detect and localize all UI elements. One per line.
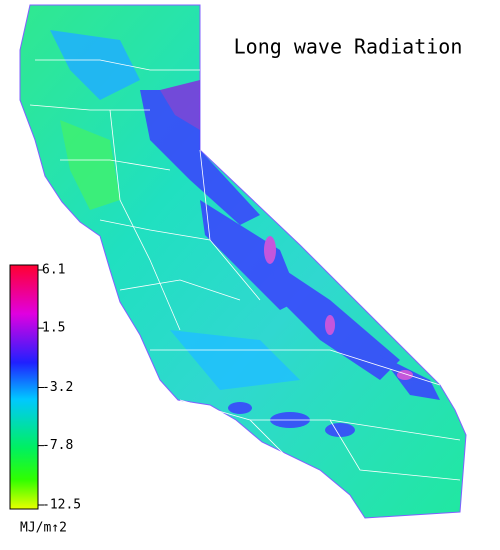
colorbar-tick-label: -12.5 (42, 498, 81, 513)
map-title: Long wave Radiation (234, 35, 463, 59)
colorbar-unit: MJ/m↑2 (20, 521, 67, 536)
colorbar-tick-label: -3.2 (42, 380, 73, 395)
california-map: Long wave Radiation (19, 4, 467, 519)
high-values (50, 30, 440, 437)
county-lines (29, 59, 461, 481)
colorbar-tick-label: 1.5 (42, 321, 65, 336)
colorbar-tick-label: -7.8 (42, 438, 73, 453)
colorbar-tick-label: 6.1 (42, 263, 65, 278)
colorbar: MJ/m↑2 6.1 1.5 -3.2 -7.8 -12.5 (9, 263, 81, 536)
colorbar-scale (9, 264, 39, 510)
